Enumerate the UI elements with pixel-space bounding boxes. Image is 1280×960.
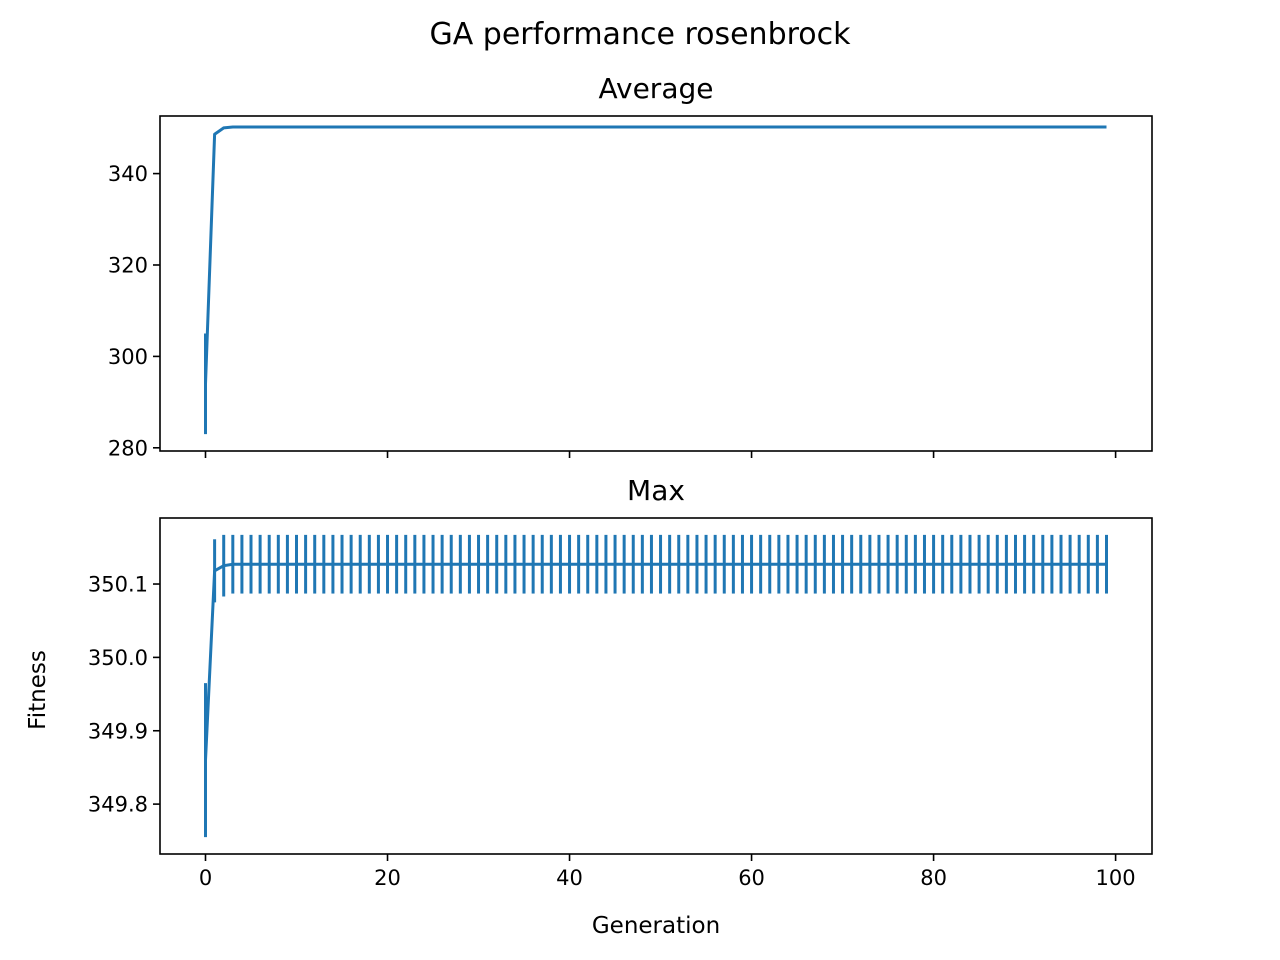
max-series-line (204, 562, 1107, 761)
max-axis-ticks: 0 20 40 60 80 100 349.8 349.9 350.0 350.1 (88, 573, 1136, 890)
average-axis-ticks: 280 300 320 340 (108, 162, 1117, 460)
subplot-average: Average 280 300 320 340 (108, 72, 1153, 460)
y-tick-label: 349.8 (88, 793, 148, 817)
average-series-line (204, 125, 1107, 384)
x-tick-label: 100 (1096, 866, 1136, 890)
x-tick-label: 80 (920, 866, 947, 890)
y-tick-label: 340 (108, 162, 148, 186)
y-tick-label: 350.0 (88, 646, 148, 670)
subplot-title-max: Max (627, 474, 685, 507)
x-axis-label: Generation (592, 913, 720, 939)
x-tick-label: 40 (556, 866, 583, 890)
x-tick-label: 20 (374, 866, 401, 890)
y-axis-label: Fitness (25, 650, 51, 730)
plot-frame-max (159, 517, 1153, 855)
max-series (204, 534, 1108, 838)
y-tick-label: 350.1 (88, 573, 148, 597)
plot-frame-average (159, 115, 1153, 452)
x-tick-label: 60 (738, 866, 765, 890)
x-tick-label: 0 (199, 866, 212, 890)
average-series (204, 125, 1107, 435)
y-tick-label: 300 (108, 345, 148, 369)
y-tick-label: 280 (108, 436, 148, 460)
subplot-max: Max 0 20 40 60 80 100 349.8 349.9 350.0 350.1 Gen… (25, 474, 1153, 939)
subplot-title-average: Average (599, 72, 714, 105)
y-tick-label: 349.9 (88, 719, 148, 743)
y-tick-label: 320 (108, 253, 148, 277)
figure-title: GA performance rosenbrock (429, 17, 851, 52)
